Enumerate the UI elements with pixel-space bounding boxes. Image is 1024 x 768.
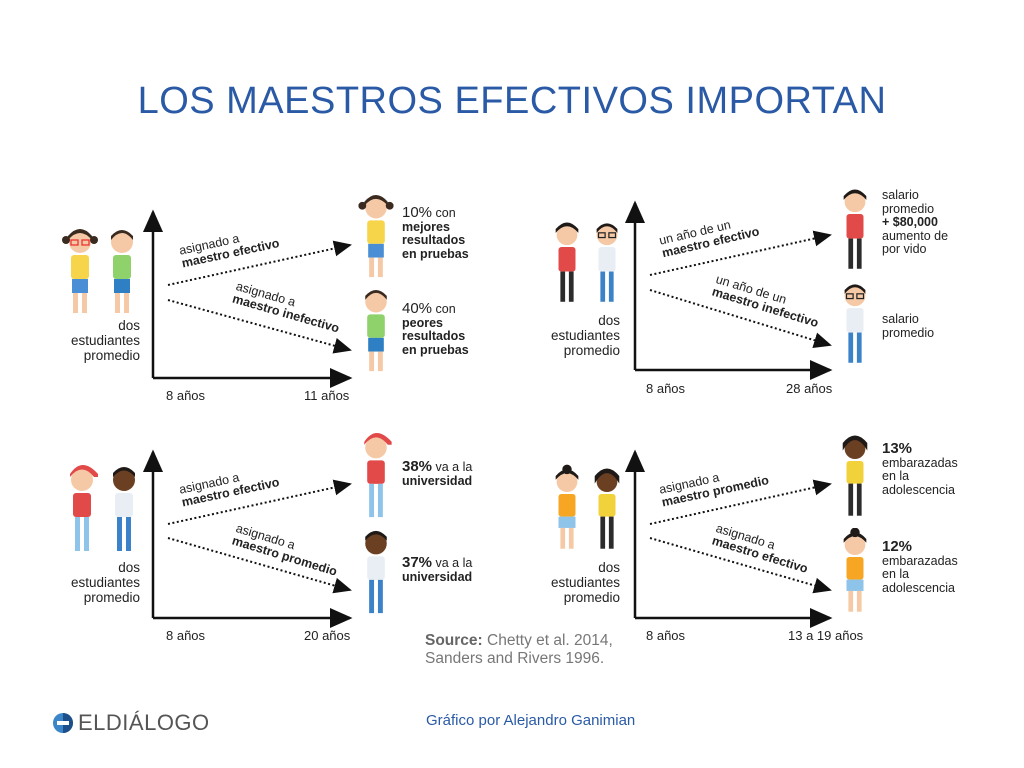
logo-mark-icon — [53, 713, 73, 733]
lower-outcome: 12% embarazadas en la adolescencia — [882, 538, 958, 595]
upper-outcome: 10% con mejores resultados en pruebas — [402, 204, 469, 261]
student-figure-cap — [70, 465, 98, 551]
panel-pregnancy: dos estudiantes promedio 8 años 13 a 19 … — [520, 432, 990, 647]
student-figure-boy-outcome — [365, 289, 387, 372]
source-citation: Source: Chetty et al. 2014, Sanders and R… — [425, 632, 613, 667]
lower-outcome: 37% va a la universidad — [402, 554, 473, 584]
student-figure-dark — [113, 467, 135, 551]
start-label: dos estudiantes promedio — [550, 560, 620, 605]
logo-text: ELDIÁLOGO — [78, 710, 210, 735]
axes — [143, 449, 353, 628]
panel-salary: dos estudiantes promedio 8 años 28 años … — [520, 185, 990, 400]
upper-outcome: salario promedio + $80,000 aumento de por v… — [882, 188, 949, 256]
x-start-tick: 8 años — [646, 628, 686, 643]
start-label: dos estudiantes promedio — [70, 560, 140, 605]
panel-university: dos estudiantes promedio 8 años 20 años … — [40, 432, 510, 647]
lower-outcome: 40% con peores resultados en pruebas — [402, 300, 469, 357]
student-figure-boy-outcome — [844, 284, 866, 363]
student-figure-girl-outcome — [843, 189, 867, 269]
student-figure-girl-outcome — [358, 194, 394, 278]
student-figure-dark-girl — [594, 468, 620, 549]
panel-test-scores: dos estudiantes promedio 8 años 11 años … — [40, 190, 510, 405]
student-figure-girl — [62, 229, 98, 313]
start-label: dos estudiantes promedio — [550, 313, 620, 358]
axes — [625, 449, 833, 628]
upper-outcome: 13% embarazadas en la adolescencia — [882, 440, 958, 497]
student-figure-girl — [555, 222, 579, 302]
student-figure-dark-girl-outcome — [842, 435, 868, 516]
x-start-tick: 8 años — [646, 381, 686, 396]
page-title: LOS MAESTROS EFECTIVOS IMPORTAN — [137, 80, 887, 122]
student-figure-boy — [111, 230, 133, 313]
lower-outcome: salario promedio — [882, 312, 935, 340]
graphic-credit: Gráfico por Alejandro Ganimian — [426, 712, 636, 729]
x-end-tick: 28 años — [786, 381, 833, 396]
axes — [625, 200, 833, 380]
student-figure-cap-outcome — [364, 432, 392, 518]
student-figure-boy — [596, 223, 618, 302]
x-end-tick: 20 años — [304, 628, 351, 643]
x-start-tick: 8 años — [166, 628, 206, 643]
axes — [143, 209, 353, 388]
logo: ELDIÁLOGO — [52, 710, 210, 736]
student-figure-girl — [555, 464, 579, 549]
upper-outcome: 38% va a la universidad — [402, 458, 473, 488]
x-end-tick: 11 años — [304, 388, 350, 403]
student-figure-girl-outcome — [843, 528, 867, 612]
start-label: dos estudiantes promedio — [70, 318, 140, 363]
student-figure-dark-outcome — [365, 530, 387, 614]
x-end-tick: 13 a 19 años — [788, 628, 864, 643]
x-start-tick: 8 años — [166, 388, 206, 403]
